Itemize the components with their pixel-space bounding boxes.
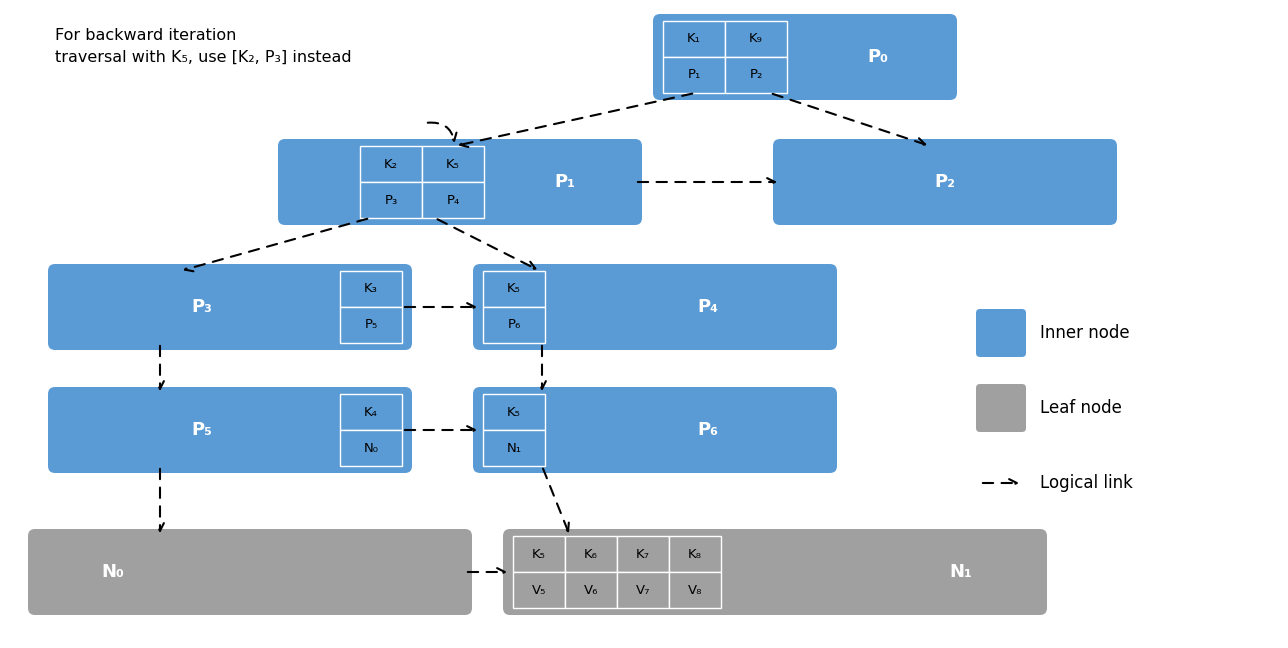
Bar (668, 536, 721, 572)
Bar (422, 182, 484, 218)
Bar (513, 572, 565, 608)
Text: N₀: N₀ (100, 563, 124, 581)
Bar (361, 182, 422, 218)
Text: Inner node: Inner node (1039, 324, 1130, 342)
Text: P₆: P₆ (507, 319, 520, 332)
Text: K₅: K₅ (507, 406, 520, 419)
Text: P₂: P₂ (750, 69, 762, 82)
Text: P₁: P₁ (555, 173, 576, 191)
FancyBboxPatch shape (976, 384, 1027, 432)
Text: K₈: K₈ (688, 548, 702, 561)
Text: V₈: V₈ (688, 583, 702, 597)
Text: P₃: P₃ (192, 298, 213, 316)
Bar (725, 57, 787, 93)
Bar (663, 57, 725, 93)
Text: N₀: N₀ (363, 441, 379, 454)
Bar (340, 307, 402, 343)
Bar (513, 536, 565, 572)
Text: P₃: P₃ (384, 194, 398, 207)
Text: K₇: K₇ (636, 548, 650, 561)
Bar (483, 307, 545, 343)
FancyBboxPatch shape (48, 387, 412, 473)
FancyBboxPatch shape (28, 529, 471, 615)
Text: Logical link: Logical link (1039, 474, 1133, 492)
Text: P₁: P₁ (688, 69, 701, 82)
Bar (340, 271, 402, 307)
Text: K₅: K₅ (532, 548, 546, 561)
Bar (483, 430, 545, 466)
Text: Leaf node: Leaf node (1039, 399, 1122, 417)
Text: For backward iteration
traversal with K₅, use [K₂, P₃] instead: For backward iteration traversal with K₅… (55, 28, 352, 65)
Text: K₃: K₃ (365, 283, 377, 295)
Text: K₂: K₂ (384, 157, 398, 170)
Text: P₄: P₄ (697, 298, 717, 316)
Text: V₇: V₇ (636, 583, 650, 597)
Text: P₂: P₂ (935, 173, 956, 191)
FancyBboxPatch shape (473, 387, 837, 473)
Bar (663, 21, 725, 57)
Bar (340, 430, 402, 466)
Text: K₆: K₆ (583, 548, 598, 561)
Bar (617, 536, 668, 572)
Text: K₄: K₄ (365, 406, 377, 419)
Bar (565, 572, 617, 608)
Text: P₅: P₅ (365, 319, 377, 332)
FancyBboxPatch shape (278, 139, 641, 225)
Bar (617, 572, 668, 608)
Bar (668, 572, 721, 608)
Bar (483, 394, 545, 430)
Bar (340, 394, 402, 430)
Text: N₁: N₁ (949, 563, 972, 581)
FancyBboxPatch shape (473, 264, 837, 350)
FancyBboxPatch shape (48, 264, 412, 350)
Text: N₁: N₁ (506, 441, 522, 454)
Bar (565, 536, 617, 572)
Bar (725, 21, 787, 57)
FancyBboxPatch shape (504, 529, 1047, 615)
Text: K₁: K₁ (687, 32, 701, 45)
Bar (422, 146, 484, 182)
Text: P₀: P₀ (867, 48, 887, 66)
Text: K₅: K₅ (446, 157, 460, 170)
FancyBboxPatch shape (773, 139, 1117, 225)
Text: K₅: K₅ (507, 283, 520, 295)
FancyBboxPatch shape (653, 14, 957, 100)
Text: P₄: P₄ (447, 194, 460, 207)
Text: V₆: V₆ (583, 583, 598, 597)
Text: P₆: P₆ (697, 421, 717, 439)
FancyBboxPatch shape (976, 309, 1027, 357)
Text: K₉: K₉ (750, 32, 762, 45)
Bar (483, 271, 545, 307)
Bar (361, 146, 422, 182)
Text: P₅: P₅ (192, 421, 213, 439)
Text: V₅: V₅ (532, 583, 546, 597)
